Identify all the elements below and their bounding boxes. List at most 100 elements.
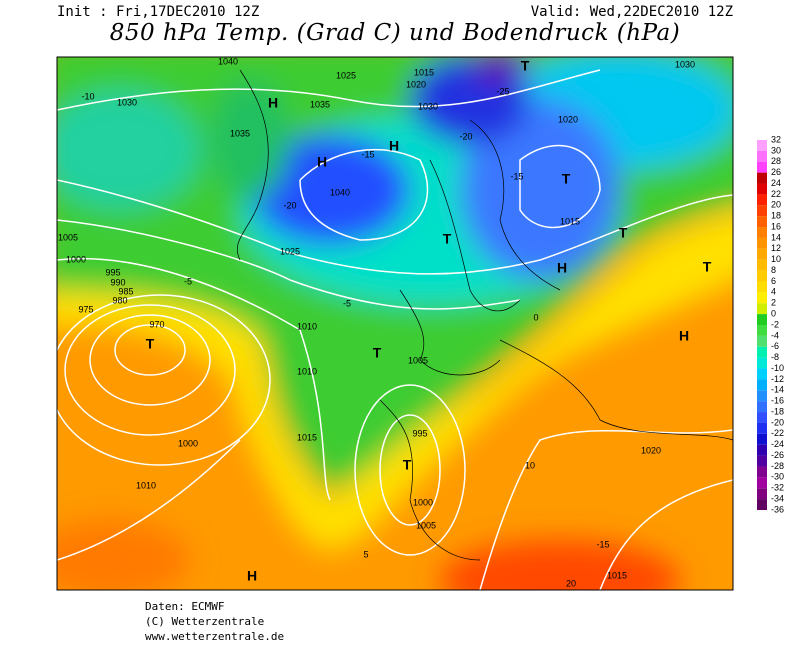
legend-swatch	[757, 488, 767, 500]
color-legend: 32302826242220181614121086420-2-4-6-8-10…	[757, 134, 784, 514]
map-label: -10	[81, 91, 94, 101]
map-label: 990	[110, 277, 125, 287]
isobars	[57, 69, 733, 590]
map-label: T	[562, 171, 571, 187]
legend-label: -28	[771, 461, 784, 471]
legend-label: 28	[771, 156, 781, 166]
legend-label: -10	[771, 363, 784, 373]
legend-swatch	[757, 216, 767, 228]
map-label: T	[146, 336, 155, 352]
legend-label: 0	[771, 308, 776, 318]
legend-swatch	[757, 140, 767, 151]
legend-swatch	[757, 314, 767, 325]
map-label: 1000	[66, 254, 86, 264]
legend-swatch	[757, 248, 767, 260]
legend-label: 4	[771, 287, 776, 297]
legend-swatch	[757, 466, 767, 478]
legend-swatch	[757, 194, 767, 206]
legend-swatch	[757, 161, 767, 173]
map-label: 0	[533, 312, 538, 322]
map-label: 1015	[560, 216, 580, 226]
legend-label: 26	[771, 167, 781, 177]
map-title: 850 hPa Temp. (Grad C) und Bodendruck (h…	[110, 20, 680, 46]
map-label: 1010	[297, 321, 317, 331]
map-label: 980	[112, 295, 127, 305]
legend-swatch	[757, 150, 767, 162]
map-label: 1030	[418, 101, 438, 111]
legend-swatch	[757, 455, 767, 467]
legend-swatch	[757, 270, 767, 282]
map-label: -25	[496, 86, 509, 96]
map-label: H	[247, 568, 257, 584]
copyright: (C) Wetterzentrale	[145, 615, 264, 628]
legend-swatch	[757, 368, 767, 380]
legend-swatch	[757, 401, 767, 413]
map-label: H	[389, 138, 399, 154]
map-label: 1015	[607, 570, 627, 580]
legend-swatch	[757, 237, 767, 249]
map-label: 1020	[406, 79, 426, 89]
map-label: H	[268, 95, 278, 111]
legend-label: 22	[771, 189, 781, 199]
legend-swatch	[757, 205, 767, 217]
map-label: 1030	[675, 59, 695, 69]
legend-label: -16	[771, 396, 784, 406]
legend-label: -30	[771, 472, 784, 482]
legend-swatch	[757, 357, 767, 369]
legend-label: -24	[771, 439, 784, 449]
map-label: T	[443, 231, 452, 247]
legend-swatch	[757, 477, 767, 489]
legend-label: -8	[771, 352, 779, 362]
valid-time: Valid: Wed,22DEC2010 12Z	[531, 4, 733, 20]
legend-swatch	[757, 422, 767, 434]
map-label: 985	[118, 286, 133, 296]
legend-label: -4	[771, 330, 779, 340]
legend-label: 30	[771, 145, 781, 155]
map-label: 975	[78, 304, 93, 314]
map-label: 1020	[641, 445, 661, 455]
map-label: 1005	[58, 232, 78, 242]
map-label: 970	[149, 319, 164, 329]
legend-label: 24	[771, 178, 781, 188]
legend-swatch	[757, 292, 767, 304]
legend-label: -26	[771, 450, 784, 460]
map-label: 1030	[117, 97, 137, 107]
map-label: -20	[459, 131, 472, 141]
legend-swatch	[757, 227, 767, 238]
init-time: Init : Fri,17DEC2010 12Z	[57, 4, 259, 20]
map-label: T	[521, 58, 530, 74]
map-label: -15	[361, 149, 374, 159]
map-label: -15	[596, 539, 609, 549]
map-label: 1025	[336, 70, 356, 80]
map-frame	[56, 56, 734, 591]
legend-swatch	[757, 183, 767, 195]
map-label: 1015	[414, 67, 434, 77]
map-label: -5	[343, 298, 351, 308]
legend-label: -36	[771, 504, 784, 514]
legend-label: 32	[771, 134, 781, 144]
data-source: Daten: ECMWF	[145, 600, 224, 613]
map-label: H	[557, 260, 567, 276]
legend-swatch	[757, 444, 767, 456]
legend-label: -20	[771, 417, 784, 427]
legend-label: -18	[771, 406, 784, 416]
map-labels: 1040 1025 1015 1020 1030 -10 H 1035 -15 …	[58, 57, 712, 588]
map-label: -15	[510, 171, 523, 181]
map-label: 20	[566, 578, 576, 588]
legend-label: 16	[771, 221, 781, 231]
map-label: 1040	[330, 187, 350, 197]
legend-swatch	[757, 335, 767, 347]
legend-swatch	[757, 325, 767, 336]
map-label: 1025	[280, 246, 300, 256]
map-label: 1035	[230, 128, 250, 138]
map-label: 1015	[297, 432, 317, 442]
map-label: 1005	[408, 355, 428, 365]
legend-label: -14	[771, 385, 784, 395]
map-label: 10	[525, 460, 535, 470]
legend-label: -22	[771, 428, 784, 438]
temperature-field	[57, 57, 733, 590]
legend-label: 2	[771, 298, 776, 308]
legend-swatch	[757, 412, 767, 423]
legend-swatch	[757, 303, 767, 315]
